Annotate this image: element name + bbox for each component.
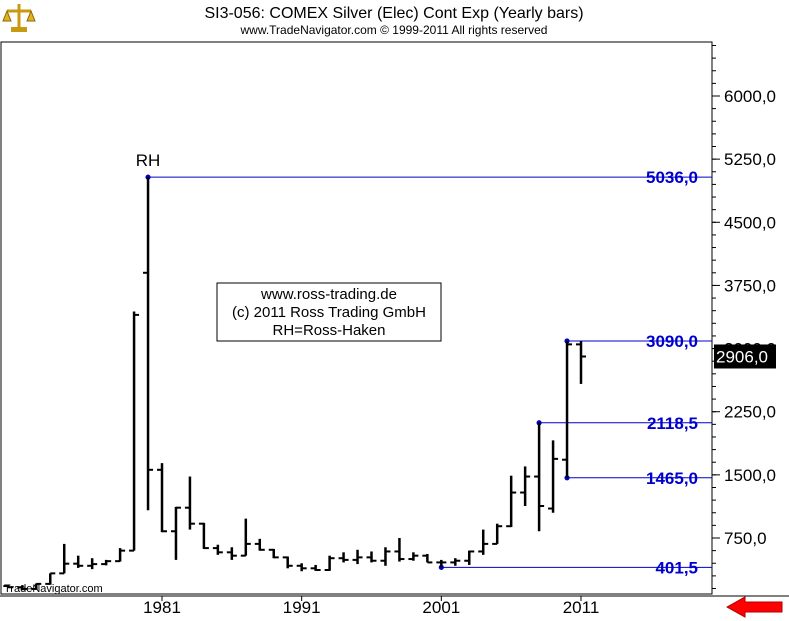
level-label: 1465,0 [646,469,698,488]
x-tick-label: 1981 [143,598,181,617]
ohlc-bar [45,572,56,585]
ohlc-bar [87,558,98,570]
x-tick-label: 2011 [563,598,600,617]
ohlc-bar [520,466,531,507]
y-tick-label: 3750,0 [724,276,776,295]
ohlc-bar [240,518,251,557]
x-tick-label: 1991 [283,598,321,617]
ohlc-bar [394,538,405,562]
ohlc-bar [548,440,559,513]
ohlc-bar [157,463,167,533]
ohlc-bar [226,547,237,560]
level-label: 401,5 [655,558,698,577]
ohlc-bar [59,543,70,575]
ohlc-bar [408,552,419,561]
ohlc-bar [366,551,377,563]
y-tick-label: 750,0 [724,529,767,548]
ohlc-bar [170,506,181,560]
level-label: 2118,5 [647,414,698,433]
ohlc-bar [576,340,586,384]
level-label: 3090,0 [646,332,698,351]
ohlc-bar [450,558,461,566]
info-box-line-1: www.ross-trading.de [260,286,397,303]
y-tick-label: 6000,0 [724,87,776,106]
ohlc-bar [310,564,321,571]
ohlc-bar [73,555,84,568]
ohlc-bar [338,552,349,563]
scroll-right-arrow-icon[interactable] [725,596,783,618]
ohlc-bar [422,553,433,564]
ohlc-bar [115,548,126,563]
copyright-subtitle: www.TradeNavigator.com © 1999-2011 All r… [240,23,548,37]
y-tick-label: 1500,0 [724,466,776,485]
ohlc-bar [324,555,335,571]
ohlc-bar [31,582,42,590]
ohlc-bar [101,559,112,566]
ohlc-bar [254,538,265,551]
ohlc-bar [129,311,140,552]
y-tick-label: 2250,0 [724,403,776,422]
ohlc-bar [3,584,14,589]
ohlc-bar [562,340,573,478]
level-dot [438,564,444,570]
info-box-line-3: RH=Ross-Haken [273,322,386,339]
ohlc-bars [3,177,586,591]
ohlc-bar [143,177,154,511]
ohlc-bar [464,550,475,565]
ohlc-bar [492,523,503,545]
rh-label: RH [136,151,161,170]
chart-title: SI3-056: COMEX Silver (Elec) Cont Exp (Y… [204,5,583,22]
x-axis: 1981 1991 2001 2011 [143,596,599,617]
ohlc-bar [184,476,195,530]
ohlc-bar [534,422,545,532]
price-levels: 5036,0 3090,0 2118,5 1465,0 401,5 [145,168,712,577]
watermark: TradeNavigator.com [4,583,103,595]
ohlc-bar [478,529,489,555]
info-box-line-2: (c) 2011 Ross Trading GmbH [232,304,426,321]
ohlc-bar [198,522,209,550]
ohlc-bar [268,548,279,559]
ohlc-bar [212,544,223,555]
x-tick-label: 2001 [422,598,460,617]
ohlc-bar [506,475,517,528]
ohlc-bar [296,563,307,572]
ohlc-bar [282,556,293,569]
scale-logo-icon [2,0,36,34]
ohlc-bar [380,547,391,566]
info-box: www.ross-trading.de (c) 2011 Ross Tradin… [216,282,442,342]
ohlc-bar [352,549,363,565]
level-label: 5036,0 [646,168,698,187]
ohlc-bar [436,559,447,568]
current-price-badge: 2906,0 [714,344,776,369]
y-tick-label: 4500,0 [724,213,776,232]
y-tick-label: 5250,0 [724,150,776,169]
ohlc-bar [17,585,28,591]
level-dot [145,174,151,180]
y-axis: 750,01500,02250,03000,03750,04500,05250,… [711,42,776,594]
current-price-label: 2906,0 [716,347,768,366]
